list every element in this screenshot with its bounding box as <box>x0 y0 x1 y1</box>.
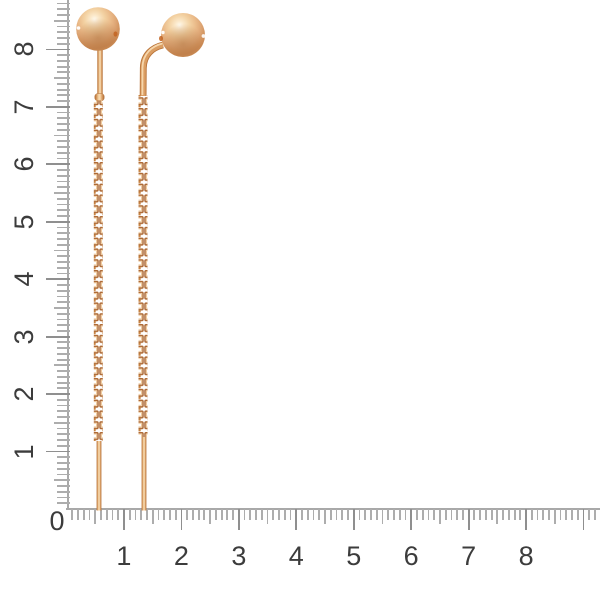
ruler-origin-label: 0 <box>49 505 65 536</box>
right-earring-chain <box>138 95 148 437</box>
right-earring-ball-specular-left <box>161 30 165 35</box>
right-earring-ball-crevice <box>159 35 163 42</box>
left-earring <box>76 7 120 511</box>
left-earring-ball-shading <box>76 7 120 51</box>
right-earring-ball-specular-right <box>201 34 206 38</box>
right-earring-hook-highlight <box>141 42 163 96</box>
left-earring-ball-specular <box>76 26 81 30</box>
right-earring <box>138 13 206 511</box>
left-earring-threader-bar <box>96 441 102 511</box>
right-earring-ball-shading <box>161 13 205 57</box>
left-earring-post <box>97 46 103 95</box>
left-earring-chain <box>93 100 103 441</box>
left-earring-post-cap <box>94 93 105 102</box>
left-earring-ball-crevice <box>113 31 118 37</box>
right-earring-threader-bar <box>141 437 147 511</box>
